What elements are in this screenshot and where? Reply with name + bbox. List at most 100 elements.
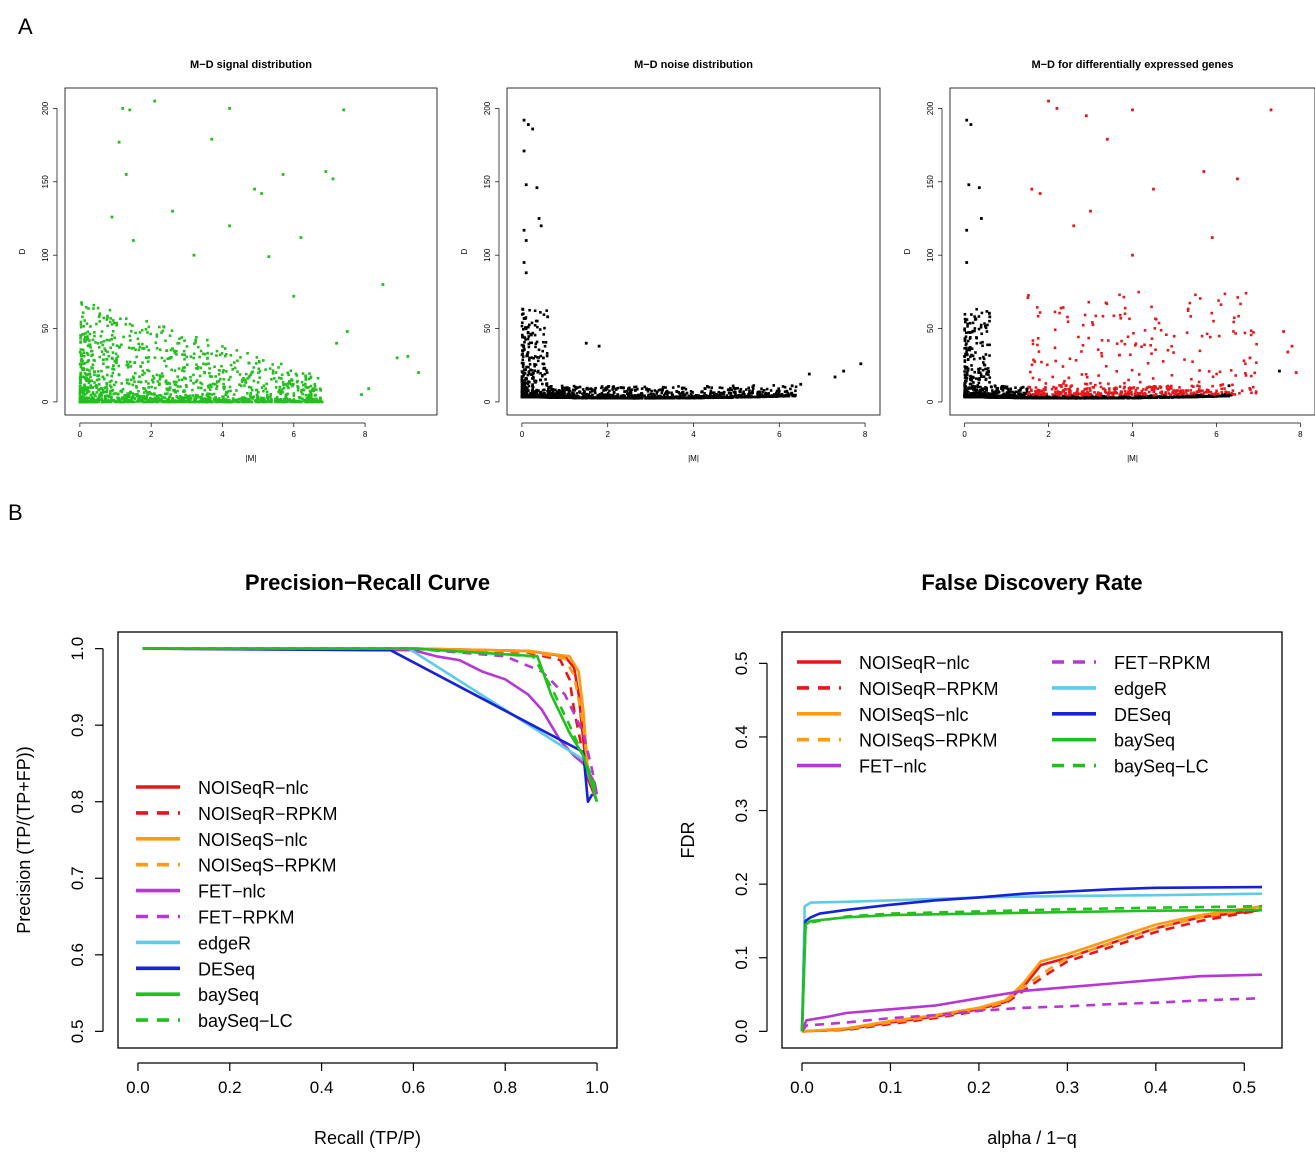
data-point: [970, 364, 973, 367]
data-point: [87, 396, 91, 400]
data-point: [84, 339, 88, 342]
data-point: [309, 392, 313, 396]
data-point: [153, 356, 157, 359]
data-point: [1054, 359, 1058, 363]
data-point: [963, 313, 967, 316]
data-point: [522, 327, 525, 331]
data-point: [124, 173, 128, 176]
data-point: [994, 385, 997, 388]
data-point: [87, 390, 91, 393]
data-point: [127, 346, 131, 350]
data-point: [224, 393, 227, 397]
data-point: [747, 386, 751, 390]
data-point: [972, 376, 975, 380]
series-line: [142, 647, 599, 795]
data-point: [981, 392, 985, 395]
data-point: [612, 390, 616, 394]
data-point: [964, 335, 968, 339]
data-point: [1132, 386, 1136, 389]
data-point: [742, 395, 745, 399]
data-point: [699, 396, 703, 400]
data-point: [82, 392, 86, 396]
data-point: [542, 313, 546, 316]
series-line: [800, 996, 1263, 1033]
data-point: [1128, 353, 1132, 357]
data-point: [974, 317, 978, 321]
data-point: [1137, 373, 1141, 376]
data-point: [1153, 327, 1157, 330]
data-point: [1209, 395, 1213, 398]
data-point: [534, 393, 538, 397]
data-point: [135, 355, 138, 359]
data-point: [727, 391, 731, 395]
data-point: [1225, 394, 1228, 398]
data-point: [1254, 391, 1258, 395]
data-point: [719, 394, 723, 397]
data-point: [277, 376, 281, 380]
data-point: [984, 326, 988, 330]
y-tick-label: 0.4: [732, 725, 751, 749]
data-point: [177, 378, 181, 382]
data-point: [79, 373, 82, 377]
data-point: [530, 373, 534, 376]
data-point: [529, 391, 532, 395]
data-point: [287, 386, 290, 390]
data-point: [534, 363, 538, 367]
data-point: [172, 349, 176, 353]
data-point: [141, 397, 145, 401]
data-point: [1239, 302, 1242, 306]
data-point: [630, 388, 634, 391]
data-point: [1152, 187, 1155, 191]
data-point: [360, 393, 363, 396]
data-point: [523, 391, 527, 395]
series-line: [800, 904, 1263, 1032]
data-point: [206, 400, 209, 404]
data-point: [148, 398, 151, 402]
data-point: [1218, 370, 1222, 374]
data-point: [978, 357, 982, 360]
series-line: [801, 904, 1263, 1033]
data-point: [183, 353, 187, 356]
data-point: [147, 382, 150, 385]
data-point: [539, 311, 542, 314]
data-point: [590, 387, 593, 391]
data-point: [736, 395, 740, 399]
data-point: [81, 315, 84, 319]
data-point: [977, 381, 981, 385]
data-point: [107, 354, 111, 358]
data-point: [1120, 392, 1123, 396]
data-point: [269, 395, 272, 398]
data-point: [120, 343, 123, 347]
data-point: [968, 382, 972, 386]
data-point: [1174, 391, 1178, 394]
data-point: [574, 387, 578, 390]
data-point: [1030, 363, 1034, 367]
data-point: [183, 357, 186, 361]
data-point: [557, 389, 560, 393]
data-point: [694, 395, 697, 399]
data-point: [302, 399, 306, 403]
data-point: [575, 396, 579, 400]
data-point: [537, 348, 541, 352]
data-point: [194, 380, 198, 384]
data-point: [89, 397, 92, 401]
data-point: [979, 323, 983, 327]
data-point: [1149, 343, 1152, 347]
data-point: [1123, 342, 1127, 346]
data-point: [1127, 378, 1130, 382]
data-point: [231, 397, 235, 400]
data-point: [307, 393, 311, 397]
data-point: [163, 392, 167, 396]
data-point: [986, 367, 990, 370]
data-point: [1255, 342, 1258, 346]
data-point: [127, 382, 131, 386]
data-point: [966, 367, 970, 371]
data-point: [204, 397, 208, 400]
data-point: [1096, 348, 1100, 351]
data-point: [1025, 387, 1029, 391]
data-point: [526, 337, 530, 341]
data-point: [233, 361, 236, 364]
data-point: [640, 392, 643, 395]
data-point: [283, 400, 287, 404]
series-line: [800, 908, 1263, 1032]
